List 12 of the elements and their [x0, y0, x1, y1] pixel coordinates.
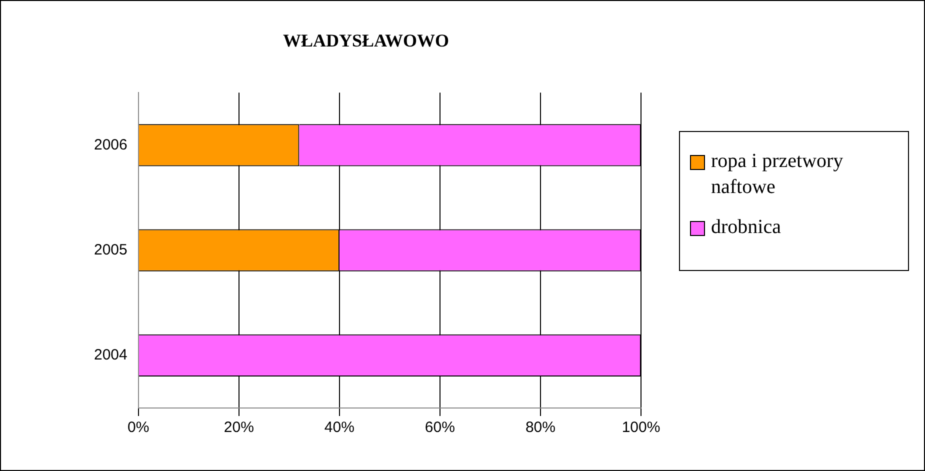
y-tick-label: 2006	[94, 136, 128, 154]
legend-label: ropa i przetwory naftowe	[711, 149, 844, 200]
chart-title: WŁADYSŁAWOWO	[282, 30, 450, 50]
y-tick-label: 2005	[94, 241, 128, 258]
x-tick-label: 0%	[128, 419, 150, 436]
x-tick-label: 80%	[525, 419, 556, 436]
x-tick-label: 40%	[324, 419, 354, 436]
y-tick-label: 2004	[94, 346, 128, 364]
x-tick-label: 100%	[622, 419, 660, 436]
legend-label: drobnica	[711, 215, 781, 240]
x-tick-label: 60%	[424, 419, 455, 436]
x-tick-label: 20%	[224, 419, 254, 436]
